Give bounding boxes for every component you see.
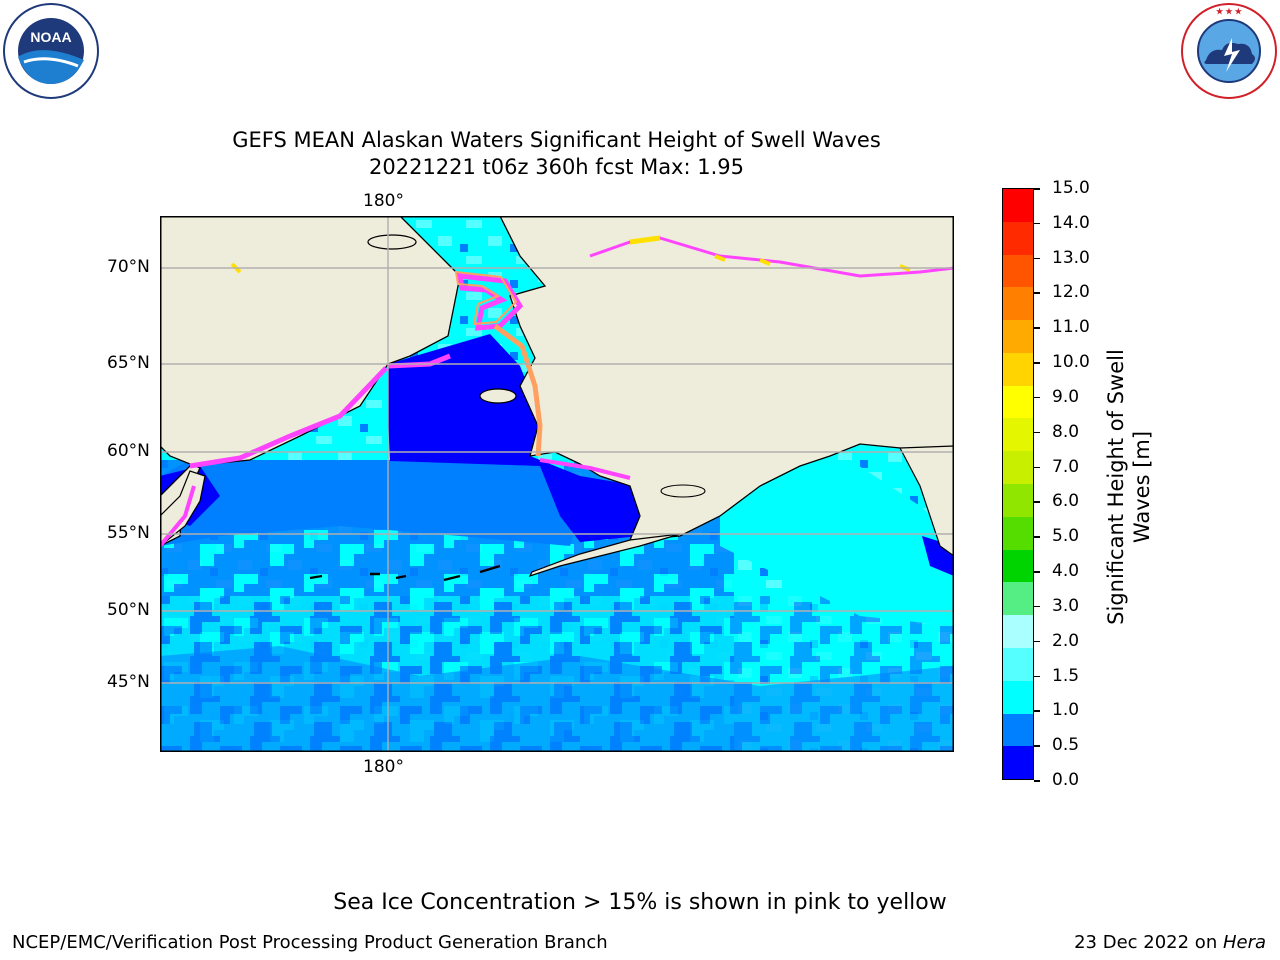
colorbar-tick-mark — [1034, 327, 1040, 329]
aleutian-islands — [309, 564, 501, 582]
colorbar-ticks: 15.0 14.0 13.0 12.0 11.0 10.0 9.0 8.0 7.0 6.0 5.0 4… — [1034, 0, 1104, 960]
footer-left: NCEP/EMC/Verification Post Processing Pr… — [12, 932, 608, 953]
colorbar-tick-mark — [1034, 710, 1040, 712]
colorbar-segment — [1003, 385, 1033, 419]
colorbar-tick-label: 1.5 — [1052, 665, 1080, 686]
chart-title: GEFS MEAN Alaskan Waters Significant Hei… — [232, 128, 881, 152]
colorbar-segment — [1003, 713, 1033, 747]
colorbar-tick-mark — [1034, 466, 1040, 469]
colorbar-tick-label: 12.0 — [1052, 282, 1090, 303]
footer-right: 23 Dec 2022 on Hera — [1074, 932, 1266, 953]
wrangel-island — [367, 234, 417, 250]
colorbar-tick-label: 0.0 — [1052, 770, 1080, 790]
colorbar-segment — [1003, 221, 1033, 255]
colorbar-tick-label: 11.0 — [1052, 317, 1090, 338]
colorbar-tick-mark — [1034, 292, 1040, 294]
colorbar-segment — [1003, 647, 1033, 681]
colorbar-segment — [1003, 254, 1033, 288]
colorbar-tick-mark — [1034, 188, 1040, 190]
colorbar-tick-mark — [1034, 571, 1040, 573]
colorbar-tick-label: 1.0 — [1052, 700, 1080, 721]
colorbar-segment — [1003, 549, 1033, 583]
chart-subtitle: 20221221 t06z 360h fcst Max: 1.95 — [369, 155, 744, 179]
sea-ice-edge — [456, 273, 524, 331]
map-frame — [160, 216, 954, 752]
colorbar-tick-mark — [1034, 536, 1040, 538]
colorbar-tick-mark — [1034, 257, 1040, 260]
colorbar — [1002, 188, 1034, 780]
noaa-logo: NOAA — [2, 2, 100, 100]
bering-low-swell — [388, 334, 640, 542]
colorbar-tick-label: 13.0 — [1052, 247, 1090, 268]
nws-logo: ★ ★ ★ — [1180, 2, 1278, 100]
colorbar-tick-mark — [1034, 780, 1040, 782]
colorbar-tick-mark — [1034, 605, 1040, 608]
colorbar-tick-mark — [1034, 745, 1040, 747]
colorbar-segment — [1003, 189, 1033, 222]
footer-host: Hera — [1222, 932, 1266, 953]
colorbar-segment — [1003, 746, 1033, 779]
colorbar-segment — [1003, 418, 1033, 452]
noaa-logo-text: NOAA — [30, 29, 71, 45]
lat-label: 60°N — [107, 441, 150, 461]
graticule — [160, 216, 954, 752]
colorbar-tick-label: 14.0 — [1052, 212, 1090, 233]
colorbar-tick-label: 3.0 — [1052, 595, 1080, 616]
colorbar-segment — [1003, 451, 1033, 485]
colorbar-tick-mark — [1034, 501, 1040, 503]
colorbar-tick-mark — [1034, 362, 1040, 364]
colorbar-tick-label: 7.0 — [1052, 456, 1080, 477]
colorbar-label-line2: Waves [m] — [1130, 430, 1154, 544]
colorbar-label: Significant Height of Swell Waves [m] — [1103, 337, 1157, 637]
sea-ice-note: Sea Ice Concentration > 15% is shown in … — [333, 890, 947, 915]
lat-label: 50°N — [107, 600, 150, 620]
colorbar-tick-mark — [1034, 675, 1040, 678]
map-panel — [158, 215, 955, 752]
colorbar-tick-mark — [1034, 640, 1040, 643]
colorbar-segment — [1003, 484, 1033, 517]
colorbar-tick-label: 6.0 — [1052, 491, 1080, 512]
colorbar-segment — [1003, 352, 1033, 386]
colorbar-tick-mark — [1034, 222, 1040, 225]
lon-label-bottom: 180° — [363, 757, 404, 777]
st-lawrence-island — [479, 388, 517, 404]
colorbar-segment — [1003, 680, 1033, 714]
colorbar-tick-label: 4.0 — [1052, 561, 1080, 582]
lat-label: 55°N — [107, 523, 150, 543]
svg-text:★ ★ ★: ★ ★ ★ — [1216, 7, 1243, 16]
lat-label: 70°N — [107, 257, 150, 277]
footer-date: 23 Dec 2022 on — [1074, 932, 1223, 953]
colorbar-segment — [1003, 615, 1033, 648]
colorbar-tick-label: 2.0 — [1052, 630, 1080, 651]
colorbar-segment — [1003, 287, 1033, 321]
colorbar-segment — [1003, 320, 1033, 353]
colorbar-tick-label: 0.5 — [1052, 735, 1080, 756]
colorbar-tick-label: 8.0 — [1052, 421, 1080, 442]
colorbar-tick-mark — [1034, 431, 1040, 434]
colorbar-segment — [1003, 582, 1033, 616]
colorbar-tick-label: 5.0 — [1052, 526, 1080, 547]
lat-label: 65°N — [107, 353, 150, 373]
colorbar-tick-label: 9.0 — [1052, 386, 1080, 407]
lon-label-top: 180° — [363, 191, 404, 211]
colorbar-tick-label: 10.0 — [1052, 352, 1090, 373]
land-alaska — [498, 215, 955, 541]
colorbar-label-line1: Significant Height of Swell — [1104, 349, 1128, 625]
colorbar-segment — [1003, 516, 1033, 550]
lat-label: 45°N — [107, 672, 150, 692]
colorbar-tick-mark — [1034, 396, 1040, 399]
kodiak-island — [660, 484, 706, 498]
colorbar-tick-label: 15.0 — [1052, 178, 1090, 198]
